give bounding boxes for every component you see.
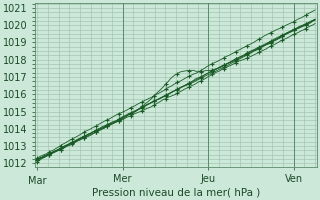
- Text: Mar: Mar: [28, 176, 46, 186]
- X-axis label: Pression niveau de la mer( hPa ): Pression niveau de la mer( hPa ): [92, 187, 260, 197]
